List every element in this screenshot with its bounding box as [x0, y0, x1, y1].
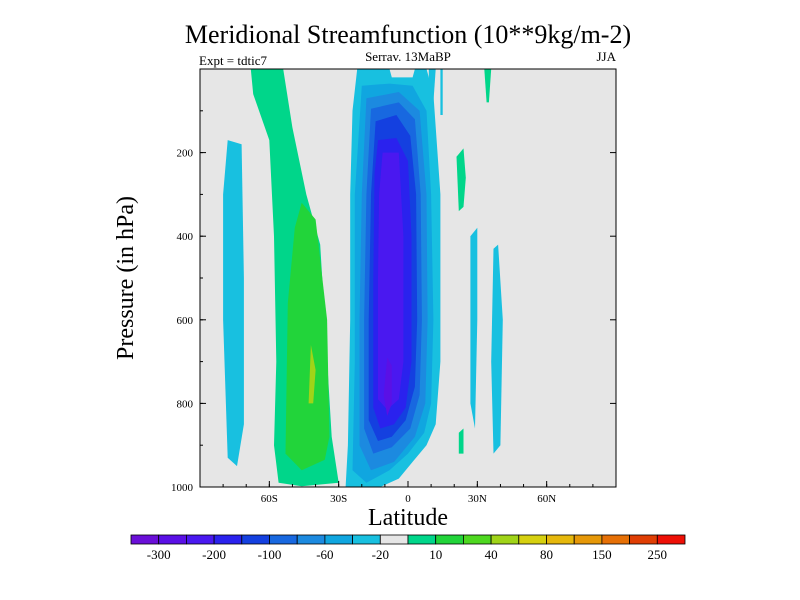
- x-axis-title: Latitude: [368, 505, 448, 531]
- y-tick-label: 1000: [171, 482, 194, 494]
- colorbar-label: -100: [258, 547, 282, 562]
- colorbar-swatch: [518, 534, 547, 545]
- colorbar-label: 80: [540, 547, 553, 562]
- axis-ticks: 60S 30S 0 30N 60N 200 400 600 800 1000: [171, 110, 616, 505]
- run-label: Serrav. 13MaBP: [365, 49, 451, 64]
- colorbar-swatch: [379, 534, 409, 545]
- colorbar-swatch: [573, 534, 603, 545]
- season-label: JJA: [596, 49, 616, 64]
- y-tick-label: 800: [177, 398, 194, 410]
- contour-nh-high-positive-strip: [484, 69, 492, 103]
- colorbar-swatch: [629, 534, 658, 545]
- colorbar-label: -300: [147, 547, 171, 562]
- colorbar-swatch: [546, 534, 575, 545]
- y-tick-label: 400: [177, 231, 194, 243]
- colorbar-label: 40: [485, 547, 498, 562]
- contour-equatorial-notch-a: [428, 69, 436, 107]
- y-tick-label: 200: [177, 148, 194, 160]
- x-tick-label: 60N: [537, 493, 556, 505]
- colorbar-swatch: [185, 534, 215, 545]
- contour-nh-weak-negative-strip-b: [491, 244, 503, 454]
- contour-hadley-cell-minus-250: [378, 152, 404, 410]
- y-tick-label: 600: [177, 315, 194, 327]
- colorbar-label: -200: [202, 547, 226, 562]
- colorbar-swatch: [269, 534, 298, 545]
- colorbar-swatch: [213, 534, 243, 545]
- colorbar-swatch: [324, 534, 353, 545]
- colorbar-label: -60: [316, 547, 333, 562]
- colorbar-swatch: [296, 534, 326, 545]
- x-tick-label: 60S: [261, 493, 278, 505]
- colorbar-swatch: [158, 534, 187, 545]
- colorbar-swatch: [241, 534, 270, 545]
- x-tick-label: 30S: [330, 493, 347, 505]
- contour-hadley-cell-minus-300: [383, 357, 392, 416]
- colorbar-swatch: [490, 534, 520, 545]
- colorbar-label: 150: [592, 547, 612, 562]
- contour-nh-mid-positive-blob: [456, 148, 466, 212]
- contour-sh-band-weak-negative: [223, 140, 244, 467]
- colorbar-swatch: [435, 534, 464, 545]
- colorbar-swatch: [462, 534, 492, 545]
- contour-nh-low-positive-blob: [458, 428, 464, 454]
- colorbar-label: 10: [429, 547, 442, 562]
- experiment-label: Expt = tdtic7: [199, 53, 267, 68]
- contour-equatorial-notch-b: [440, 69, 443, 115]
- colorbar-swatch: [407, 534, 437, 545]
- contour-southern-cell-40: [285, 202, 330, 471]
- y-axis-title: Pressure (in hPa): [113, 196, 139, 360]
- colorbar-swatch: [352, 534, 381, 545]
- colorbar-swatch: [130, 534, 160, 545]
- chart-title: Meridional Streamfunction (10**9kg/m-2): [185, 20, 631, 49]
- x-tick-label: 30N: [468, 493, 487, 505]
- colorbar-swatch: [656, 534, 686, 545]
- colorbar-swatch: [601, 534, 631, 545]
- colorbar-label: -20: [372, 547, 389, 562]
- colorbar: -300 -200 -100 -60 -20 10 40 80 150 250: [130, 534, 686, 562]
- contour-southern-cell-80: [308, 344, 316, 404]
- contour-fill-layer: [223, 69, 503, 487]
- contour-nh-weak-negative-strip-a: [470, 227, 478, 429]
- x-tick-label: 0: [405, 493, 411, 505]
- colorbar-label: 250: [648, 547, 668, 562]
